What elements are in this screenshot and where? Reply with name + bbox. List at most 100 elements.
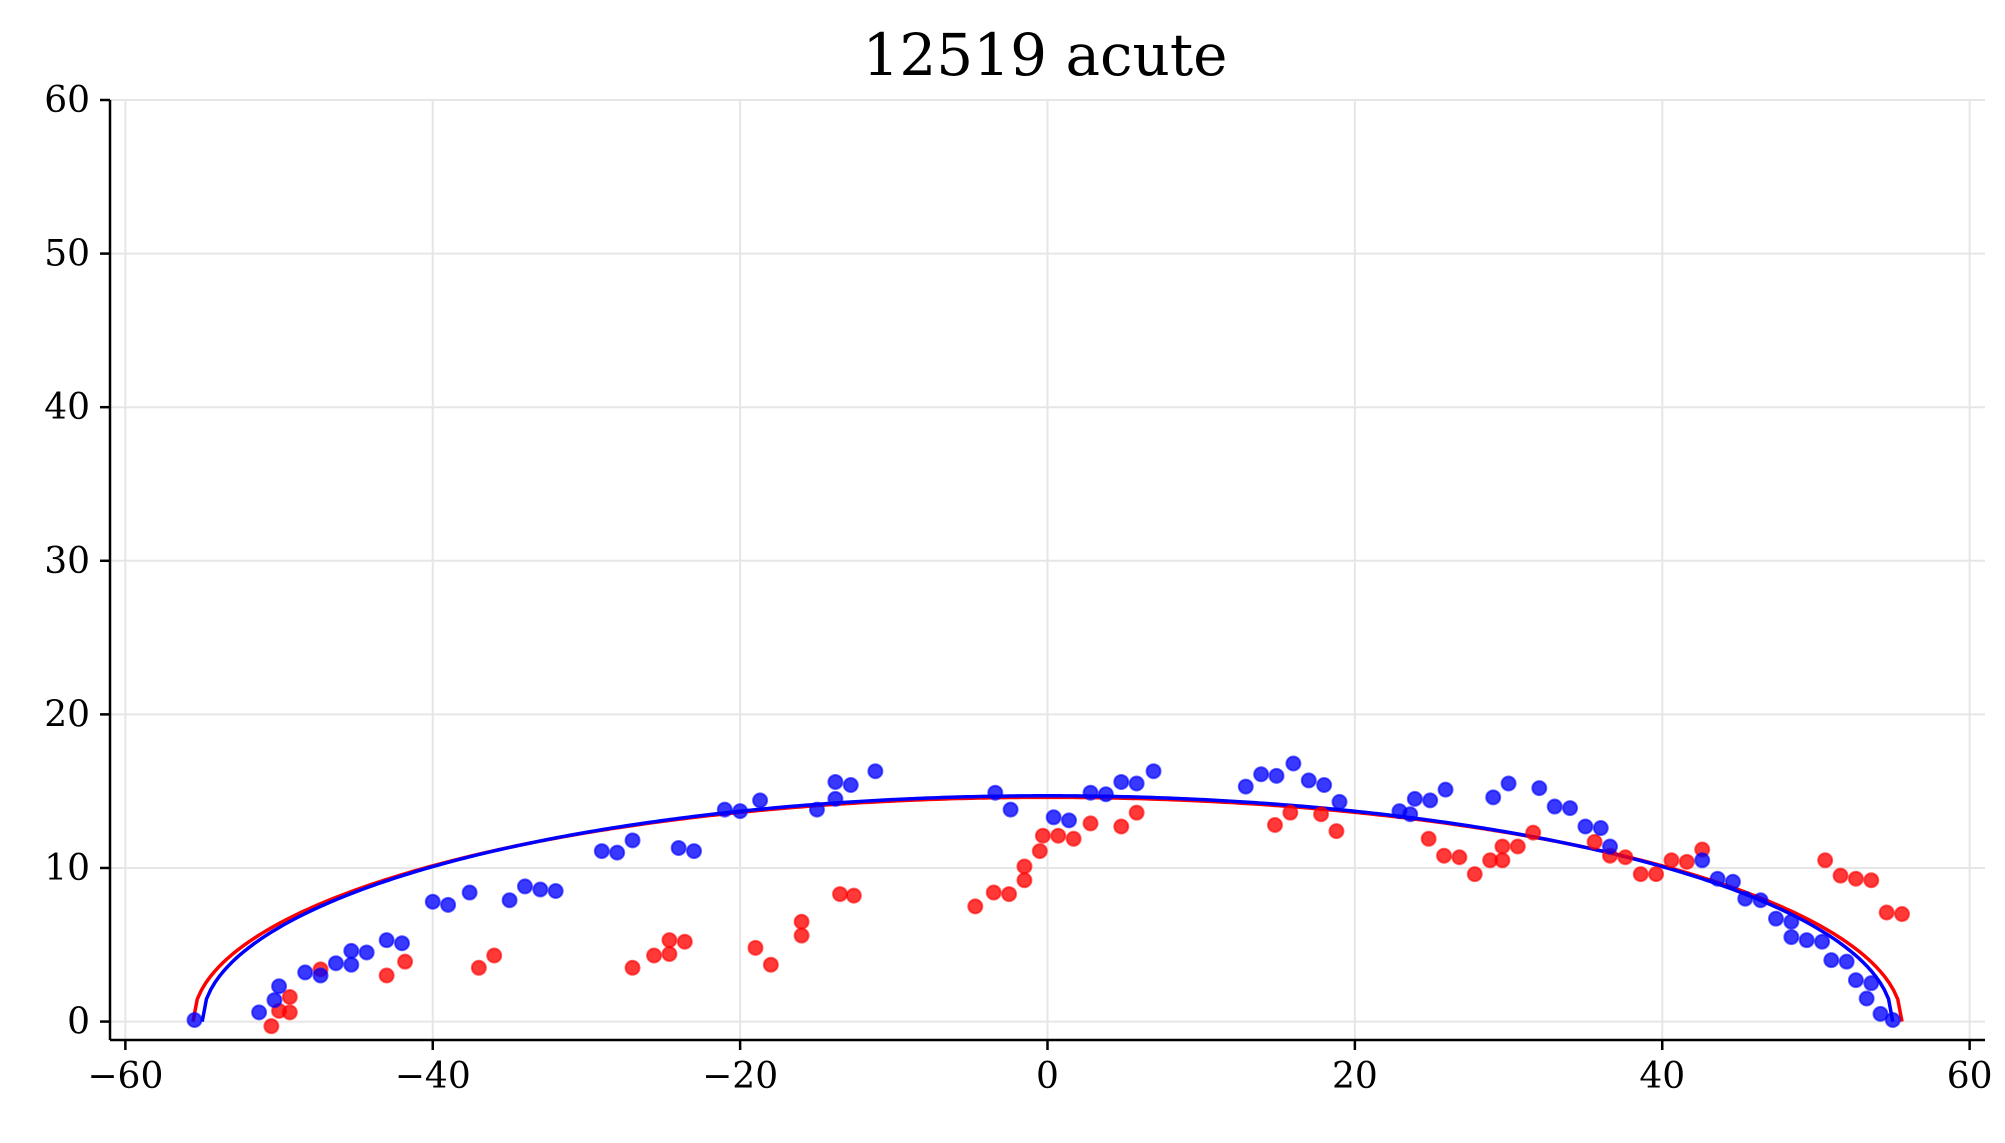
- blue-data-point: [1884, 1012, 1901, 1029]
- blue-data-point: [1694, 852, 1711, 869]
- blue-data-point: [394, 935, 411, 952]
- blue-data-point: [343, 956, 360, 973]
- red-data-point: [1494, 838, 1511, 855]
- red-data-point: [1065, 830, 1082, 847]
- blue-data-point: [624, 832, 641, 849]
- blue-data-point: [1331, 793, 1348, 810]
- blue-data-point: [1316, 777, 1333, 794]
- chart-title: 12519 acute: [863, 21, 1228, 89]
- blue-data-point: [1300, 772, 1317, 789]
- blue-data-point: [1045, 809, 1062, 826]
- blue-data-point: [424, 893, 441, 910]
- blue-data-point: [593, 843, 610, 860]
- blue-data-point: [312, 967, 329, 984]
- red-data-point: [793, 913, 810, 930]
- blue-data-point: [1082, 784, 1099, 801]
- blue-data-point: [1814, 933, 1831, 950]
- red-data-point: [1266, 816, 1283, 833]
- blue-data-point: [827, 773, 844, 790]
- red-data-point: [1894, 906, 1911, 923]
- x-tick-label: −60: [87, 1056, 163, 1097]
- blue-data-point: [1752, 892, 1769, 909]
- red-data-point: [1832, 867, 1849, 884]
- blue-data-point: [1097, 786, 1114, 803]
- blue-data-point: [1437, 781, 1454, 798]
- x-tick-label: 20: [1332, 1056, 1378, 1097]
- blue-data-point: [1592, 820, 1609, 837]
- x-tick-label: 0: [1036, 1056, 1059, 1097]
- blue-data-point: [1402, 806, 1419, 823]
- blue-data-point: [752, 792, 769, 809]
- blue-data-point: [842, 777, 859, 794]
- y-tick-label: 60: [44, 80, 90, 121]
- blue-data-point: [1724, 873, 1741, 890]
- red-data-point: [661, 932, 678, 949]
- red-data-point: [1016, 858, 1033, 875]
- blue-data-point: [358, 944, 375, 961]
- red-data-point: [1113, 818, 1130, 835]
- red-data-point: [967, 898, 984, 915]
- blue-data-point: [186, 1012, 203, 1029]
- data-points: [186, 755, 1911, 1035]
- y-tick-label: 50: [44, 234, 90, 275]
- blue-data-point: [461, 884, 478, 901]
- blue-data-point: [1237, 778, 1254, 795]
- blue-data-point: [716, 801, 733, 818]
- red-data-point: [624, 959, 641, 976]
- grid-lines: [110, 99, 1985, 1040]
- y-tick-label: 20: [44, 694, 90, 735]
- red-data-point: [263, 1018, 280, 1035]
- red-data-point: [747, 939, 764, 956]
- red-data-point: [832, 886, 849, 903]
- blue-data-point: [1709, 870, 1726, 887]
- red-data-point: [1494, 852, 1511, 869]
- red-data-point: [1586, 833, 1603, 850]
- x-tick-label: 40: [1639, 1056, 1685, 1097]
- blue-data-point: [1485, 789, 1502, 806]
- red-data-point: [1648, 866, 1665, 883]
- red-data-point: [1878, 904, 1895, 921]
- blue-data-point: [1002, 801, 1019, 818]
- y-tick-label: 30: [44, 541, 90, 582]
- blue-data-point: [343, 942, 360, 959]
- red-data-point: [1632, 866, 1649, 883]
- blue-data-point: [1847, 972, 1864, 989]
- blue-data-point: [1531, 780, 1548, 797]
- blue-data-point: [1798, 932, 1815, 949]
- red-data-point: [397, 953, 414, 970]
- blue-data-point: [251, 1004, 268, 1021]
- blue-data-point: [516, 878, 533, 895]
- blue-data-point: [1422, 792, 1439, 809]
- red-data-point: [378, 967, 395, 984]
- red-data-point: [762, 956, 779, 973]
- blue-data-point: [1737, 890, 1754, 907]
- red-data-point: [1128, 804, 1145, 821]
- blue-data-point: [1406, 790, 1423, 807]
- blue-data-point: [1500, 775, 1517, 792]
- red-data-point: [1016, 872, 1033, 889]
- blue-data-point: [1562, 800, 1579, 817]
- blue-data-point: [1863, 975, 1880, 992]
- blue-data-point: [808, 801, 825, 818]
- axes: [100, 98, 1985, 1050]
- red-data-point: [1031, 843, 1048, 860]
- blue-data-point: [867, 763, 884, 780]
- y-tick-label: 10: [44, 848, 90, 889]
- blue-data-point: [670, 840, 687, 857]
- x-tick-label: 60: [1947, 1056, 1993, 1097]
- red-data-point: [985, 884, 1002, 901]
- blue-data-point: [1145, 763, 1162, 780]
- blue-data-point: [1872, 1005, 1889, 1022]
- blue-data-point: [609, 844, 626, 861]
- y-tick-label: 0: [67, 1002, 90, 1043]
- x-tick-label: −20: [702, 1056, 778, 1097]
- red-data-point: [845, 887, 862, 904]
- blue-data-point: [1061, 812, 1078, 829]
- red-data-point: [676, 933, 693, 950]
- blue-data-point: [440, 896, 457, 913]
- blue-data-point: [827, 790, 844, 807]
- red-data-point: [1082, 815, 1099, 832]
- red-data-point: [1001, 886, 1018, 903]
- blue-data-point: [686, 843, 703, 860]
